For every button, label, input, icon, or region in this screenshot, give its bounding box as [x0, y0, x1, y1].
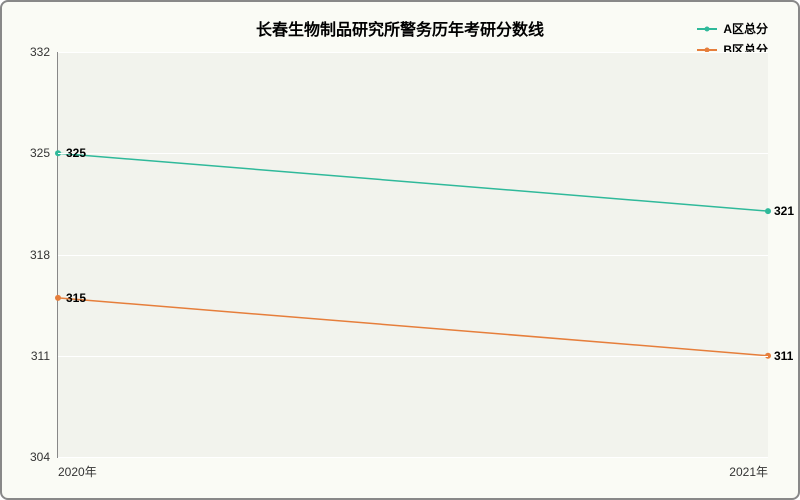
legend-swatch-a: [697, 28, 717, 30]
data-label: 311: [774, 349, 793, 363]
y-tick-label: 325: [30, 146, 50, 160]
data-label: 325: [66, 146, 86, 160]
series-line: [58, 153, 768, 211]
x-tick-label: 2021年: [729, 463, 768, 480]
legend-label-a: A区总分: [723, 20, 768, 37]
gridline: [58, 356, 768, 357]
gridline: [58, 153, 768, 154]
series-marker: [765, 208, 771, 214]
gridline: [58, 457, 768, 458]
legend-item-a: A区总分: [697, 20, 768, 37]
y-tick-label: 311: [31, 349, 50, 363]
chart-title: 长春生物制品研究所警务历年考研分数线: [256, 16, 544, 40]
data-label: 321: [774, 204, 794, 218]
y-tick-label: 304: [30, 450, 50, 464]
x-tick-label: 2020年: [58, 463, 97, 480]
gridline: [58, 255, 768, 256]
chart-container: 长春生物制品研究所警务历年考研分数线 A区总分 B区总分 30431131832…: [0, 0, 800, 500]
legend-swatch-b: [697, 49, 717, 51]
y-tick-label: 332: [30, 45, 50, 59]
y-tick-label: 318: [30, 248, 50, 262]
gridline: [58, 52, 768, 53]
series-marker: [55, 295, 61, 301]
data-label: 315: [66, 291, 86, 305]
plot-area: 3043113183253322020年2021年325321315311: [57, 52, 768, 458]
series-line: [58, 298, 768, 356]
